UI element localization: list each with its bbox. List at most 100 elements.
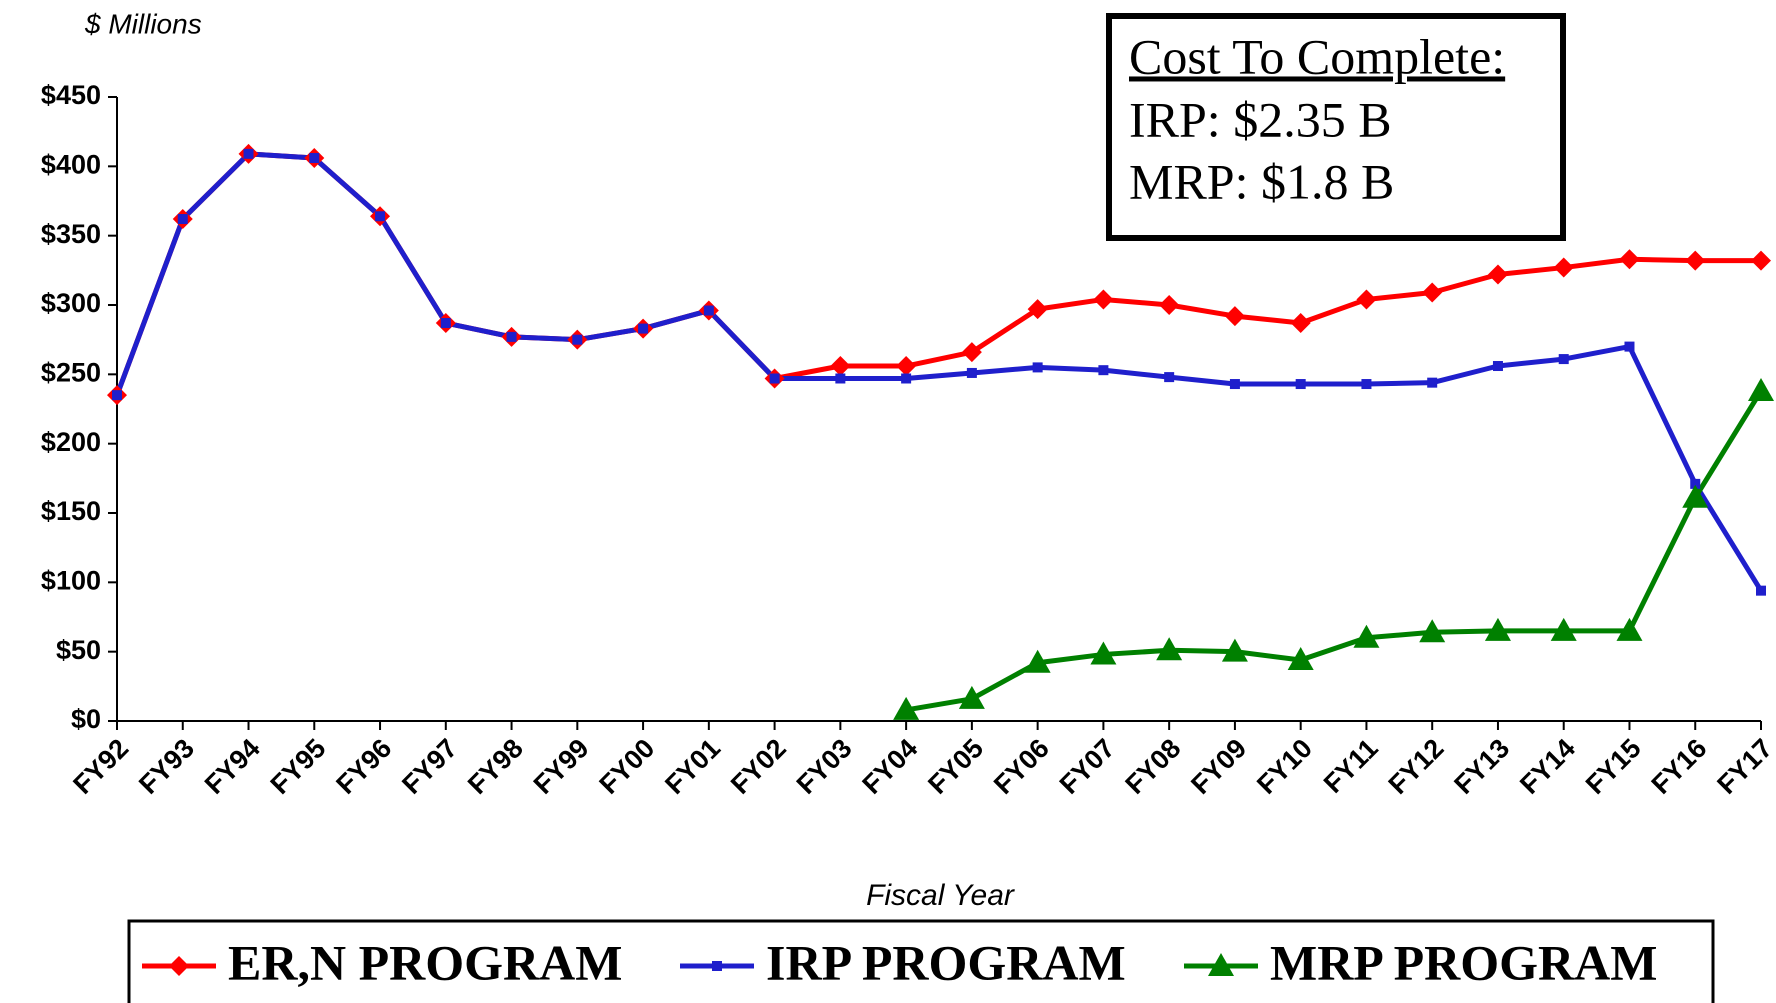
- data-point: [961, 342, 982, 363]
- data-point: [1685, 250, 1706, 271]
- data-point: [1558, 354, 1569, 365]
- data-point: [1024, 649, 1051, 673]
- data-point: [177, 214, 188, 225]
- x-tick-label: FY11: [1318, 733, 1384, 799]
- y-tick-label: $0: [71, 704, 101, 734]
- data-point: [901, 373, 912, 384]
- data-point: [1751, 250, 1771, 271]
- data-point: [375, 211, 386, 222]
- data-point: [1356, 289, 1377, 310]
- data-point: [703, 305, 714, 316]
- data-point: [1624, 341, 1635, 352]
- data-point: [835, 373, 846, 384]
- x-tick-label: FY03: [791, 733, 858, 800]
- y-axis-label: $ Millions: [84, 8, 202, 39]
- data-point: [112, 390, 122, 401]
- x-tick-label: FY08: [1120, 733, 1187, 800]
- data-point: [830, 356, 851, 377]
- x-tick-label: FY14: [1514, 733, 1581, 800]
- data-point: [769, 373, 780, 384]
- data-point: [1682, 484, 1709, 508]
- annotation-box: [1106, 13, 1566, 241]
- y-tick-label: $350: [41, 219, 101, 249]
- data-point: [572, 334, 583, 345]
- data-point: [1295, 379, 1306, 390]
- x-tick-label: FY92: [67, 733, 134, 800]
- y-tick-label: $200: [41, 427, 101, 457]
- y-tick-label: $50: [56, 635, 101, 665]
- y-tick-label: $400: [41, 149, 101, 179]
- x-tick-label: FY15: [1580, 733, 1647, 800]
- data-point: [1419, 619, 1446, 643]
- legend-label: MRP PROGRAM: [1270, 934, 1657, 990]
- data-point: [1361, 379, 1372, 390]
- y-tick-label: $100: [41, 565, 101, 595]
- x-tick-label: FY95: [265, 733, 332, 800]
- data-point: [1156, 637, 1183, 661]
- x-tick-label: FY16: [1646, 733, 1713, 800]
- x-tick-label: FY07: [1054, 733, 1121, 800]
- data-point: [958, 685, 985, 709]
- data-point: [1748, 377, 1774, 401]
- x-tick-label: FY12: [1383, 733, 1450, 800]
- data-point: [309, 153, 320, 164]
- x-tick-label: FY00: [594, 733, 661, 800]
- x-tick-label: FY94: [199, 733, 266, 800]
- data-point: [1484, 617, 1511, 641]
- data-point: [440, 318, 451, 329]
- data-point: [1492, 361, 1503, 372]
- data-point: [1159, 295, 1180, 315]
- x-tick-label: FY09: [1185, 733, 1252, 800]
- y-tick-label: $250: [41, 357, 101, 387]
- data-point: [1032, 362, 1043, 373]
- legend-label: ER,N PROGRAM: [228, 934, 622, 990]
- data-point: [1290, 313, 1311, 334]
- annotation-text: Cost To Complete:: [1129, 28, 1505, 84]
- data-point: [506, 331, 517, 342]
- x-tick-label: FY01: [659, 733, 726, 800]
- y-tick-label: $450: [41, 80, 101, 110]
- data-point: [1487, 264, 1508, 285]
- data-point: [1756, 585, 1766, 596]
- x-axis-label: Fiscal Year: [866, 879, 1015, 912]
- legend-marker: [1208, 953, 1234, 976]
- data-point: [243, 148, 254, 159]
- x-tick-label: FY96: [330, 733, 397, 800]
- data-point: [1427, 377, 1438, 388]
- data-point: [966, 367, 977, 378]
- x-tick-label: FY05: [922, 733, 989, 800]
- y-tick-label: $150: [41, 496, 101, 526]
- annotation-text: IRP: $2.35 B: [1129, 91, 1392, 147]
- data-point: [1221, 638, 1248, 662]
- data-point: [1287, 646, 1314, 670]
- data-point: [1550, 617, 1577, 641]
- data-point: [1616, 617, 1643, 641]
- data-point: [1224, 306, 1245, 327]
- x-tick-label: FY04: [857, 733, 924, 800]
- legend-marker: [712, 961, 722, 971]
- annotation-text: MRP: $1.8 B: [1129, 153, 1394, 209]
- data-point: [1422, 282, 1443, 303]
- data-point: [1164, 372, 1175, 383]
- legend-box: [127, 919, 1715, 1003]
- data-point: [1690, 478, 1701, 489]
- x-tick-label: FY97: [396, 733, 463, 800]
- data-point: [1098, 365, 1109, 376]
- x-tick-label: FY93: [133, 733, 200, 800]
- data-point: [1090, 641, 1117, 665]
- data-point: [638, 323, 649, 334]
- data-point: [896, 356, 917, 377]
- x-tick-label: FY06: [988, 733, 1055, 800]
- x-tick-label: FY17: [1711, 733, 1776, 800]
- y-tick-label: $300: [41, 288, 101, 318]
- data-point: [1027, 299, 1048, 320]
- x-tick-label: FY02: [725, 733, 792, 800]
- legend-label: IRP PROGRAM: [766, 934, 1126, 990]
- data-point: [1229, 379, 1240, 390]
- data-point: [1619, 249, 1640, 270]
- data-point: [893, 696, 920, 720]
- data-point: [1353, 624, 1380, 648]
- x-tick-label: FY13: [1448, 733, 1515, 800]
- data-point: [1093, 289, 1114, 310]
